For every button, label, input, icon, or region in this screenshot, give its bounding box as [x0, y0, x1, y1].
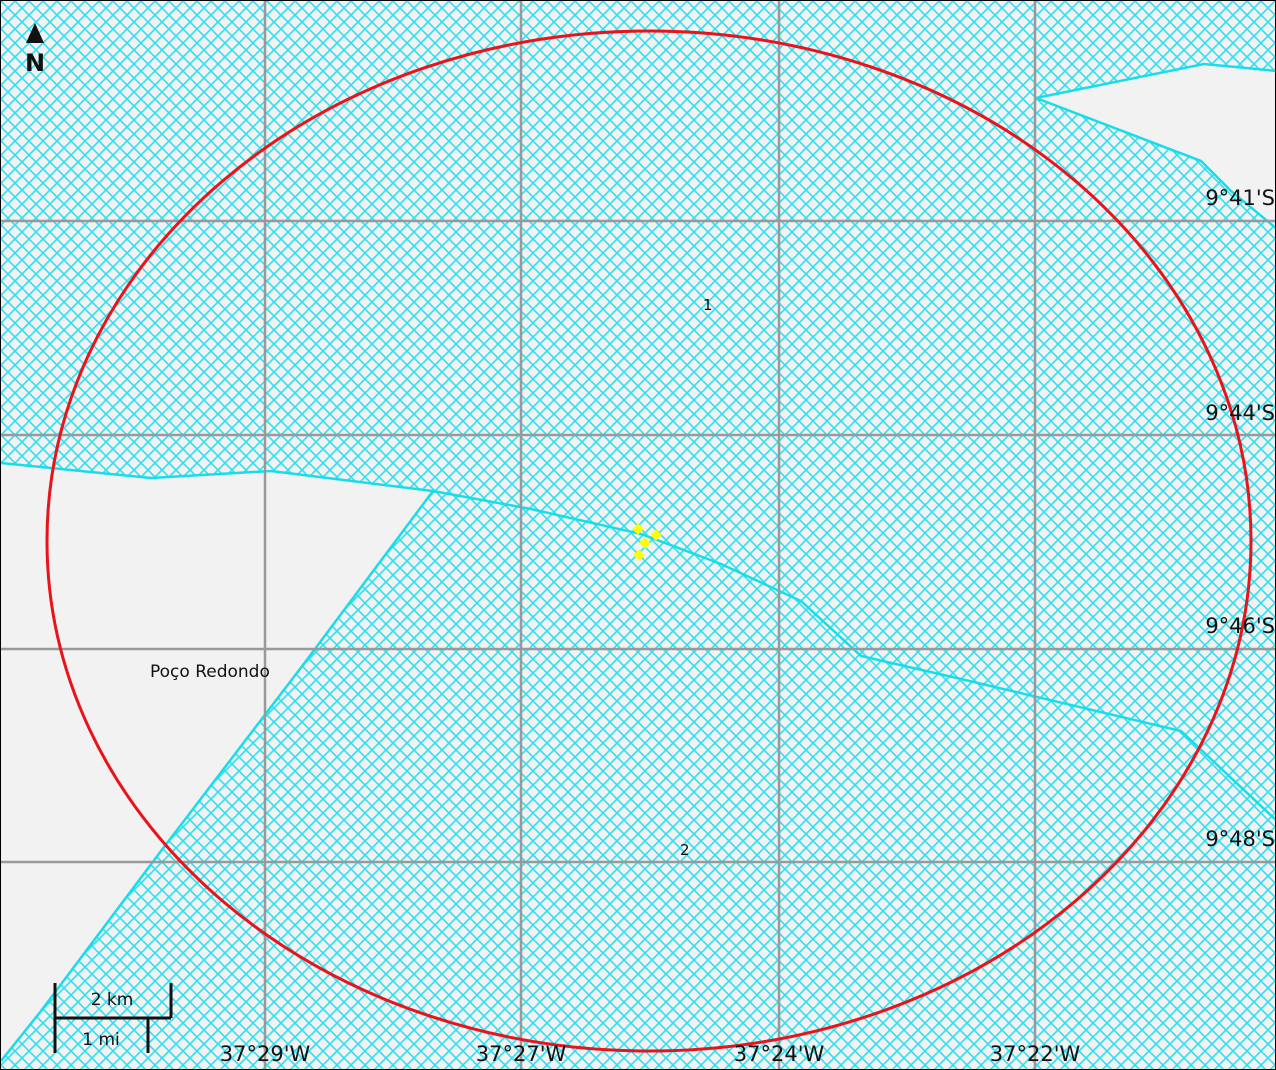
- location-marker[interactable]: [632, 523, 662, 561]
- north-arrow: N: [25, 23, 45, 77]
- zone-label-2: 2: [680, 841, 690, 859]
- buffer-circle: [45, 29, 1253, 1053]
- north-label: N: [25, 49, 45, 77]
- river-line-main: [1, 461, 1275, 821]
- lon-label-4: 37°22'W: [990, 1042, 1081, 1066]
- boundary-line-northeast: [1035, 62, 1275, 100]
- lon-label-3: 37°24'W: [734, 1042, 825, 1066]
- river-lines: [1, 62, 1275, 1062]
- boundary-line-west: [1, 490, 435, 1062]
- lon-label-1: 37°29'W: [220, 1042, 311, 1066]
- lat-label-1: 9°41'S: [1205, 186, 1275, 210]
- boundary-line-northeast-2: [1035, 96, 1275, 229]
- scale-bar: [53, 983, 173, 1053]
- north-arrow-icon: [26, 23, 44, 43]
- lon-label-2: 37°27'W: [476, 1042, 567, 1066]
- place-label-poco-redondo[interactable]: Poço Redondo: [150, 662, 270, 682]
- lat-label-2: 9°44'S: [1205, 401, 1275, 425]
- scale-label-km: 2 km: [91, 990, 134, 1010]
- lat-label-4: 9°48'S: [1205, 827, 1275, 851]
- zone-label-1: 1: [703, 296, 713, 314]
- scale-label-mi: 1 mi: [82, 1030, 120, 1050]
- lat-label-3: 9°46'S: [1205, 614, 1275, 638]
